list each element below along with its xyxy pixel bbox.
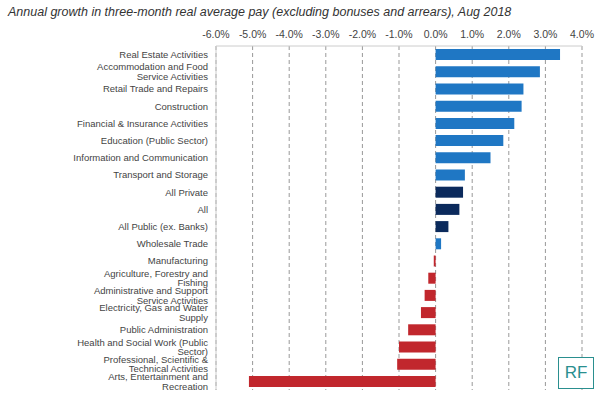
svg-text:Electricity, Gas and WaterSupp: Electricity, Gas and WaterSupply	[99, 302, 208, 323]
svg-text:All: All	[197, 204, 208, 215]
svg-text:Public Administration: Public Administration	[120, 324, 208, 335]
svg-text:Transport and Storage: Transport and Storage	[113, 169, 208, 180]
svg-text:Manufacturing: Manufacturing	[148, 255, 208, 266]
svg-text:-1.0%: -1.0%	[385, 28, 412, 40]
svg-text:1.0%: 1.0%	[460, 28, 484, 40]
svg-text:3.0%: 3.0%	[533, 28, 557, 40]
svg-text:-4.0%: -4.0%	[275, 28, 302, 40]
svg-text:Arts, Entertainment andRecreat: Arts, Entertainment andRecreation	[108, 371, 208, 392]
svg-text:Education (Public Sector): Education (Public Sector)	[101, 135, 208, 146]
svg-text:-5.0%: -5.0%	[239, 28, 266, 40]
svg-text:All Private: All Private	[165, 187, 208, 198]
svg-text:0.0%: 0.0%	[424, 28, 448, 40]
svg-text:Real Estate Activities: Real Estate Activities	[119, 49, 208, 60]
svg-text:-3.0%: -3.0%	[312, 28, 339, 40]
svg-text:Financial & Insurance Activiti: Financial & Insurance Activities	[77, 118, 208, 129]
svg-text:Accommodation and FoodService: Accommodation and FoodService Activities	[97, 61, 208, 82]
svg-text:Retail Trade and Repairs: Retail Trade and Repairs	[103, 83, 208, 94]
svg-text:Information and Communication: Information and Communication	[73, 152, 208, 163]
svg-text:Wholesale Trade: Wholesale Trade	[137, 238, 208, 249]
svg-text:All Public (ex. Banks): All Public (ex. Banks)	[118, 221, 208, 232]
svg-text:2.0%: 2.0%	[497, 28, 521, 40]
svg-text:-6.0%: -6.0%	[202, 28, 229, 40]
svg-text:4.0%: 4.0%	[570, 28, 594, 40]
svg-text:-2.0%: -2.0%	[349, 28, 376, 40]
svg-text:Construction: Construction	[155, 101, 208, 112]
